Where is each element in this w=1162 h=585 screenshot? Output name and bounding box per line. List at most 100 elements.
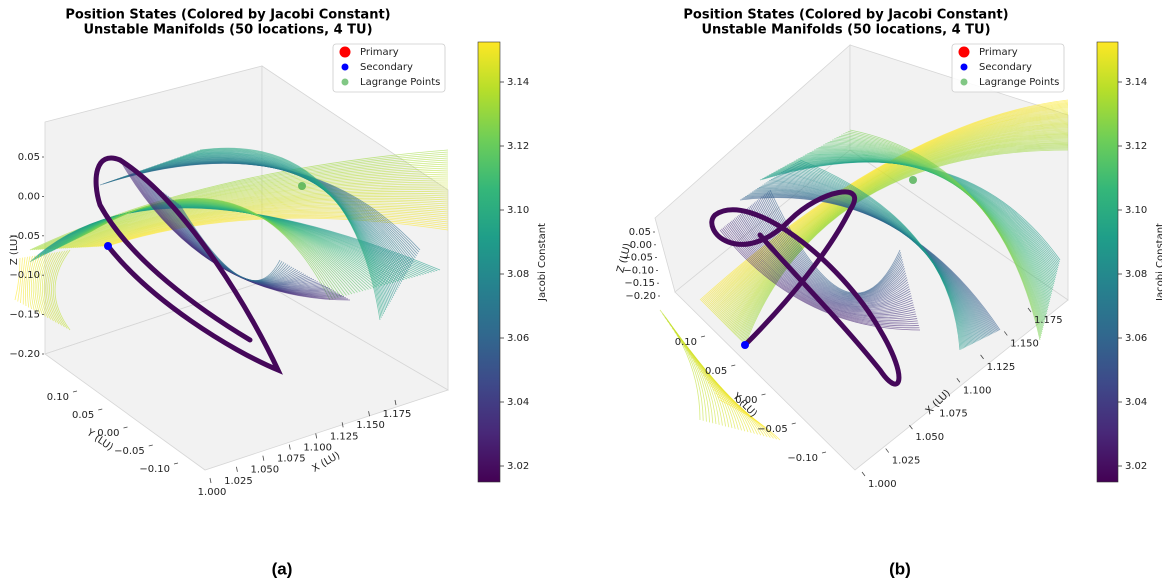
manifold-trajectory — [769, 189, 901, 294]
manifold-trajectory — [25, 256, 31, 307]
manifold-trajectory — [57, 177, 449, 249]
tick-mark — [731, 364, 736, 367]
manifold-trajectory — [849, 129, 1041, 341]
manifold-trajectory — [761, 196, 904, 298]
manifold-trajectory — [17, 257, 23, 302]
manifold-trajectory — [47, 251, 61, 325]
manifold-trajectory — [735, 139, 1069, 337]
manifold-trajectory — [734, 138, 1069, 336]
x-tick-label: 1.075 — [939, 409, 968, 420]
colorbar-tick-label: 3.12 — [1125, 141, 1147, 152]
legend-marker — [960, 78, 968, 86]
manifold-trajectory — [791, 165, 967, 348]
manifold-trajectory — [80, 199, 449, 248]
x-tick-label: 1.025 — [892, 456, 921, 467]
x-tick-label: 1.100 — [303, 442, 332, 453]
chart-title: Position States (Colored by Jacobi Const… — [683, 8, 1008, 23]
tick-mark — [148, 444, 153, 447]
manifold-trajectory — [796, 161, 963, 349]
manifold-trajectory — [713, 115, 1069, 315]
manifold-trajectory — [197, 148, 382, 319]
manifold-trajectory — [731, 135, 1069, 333]
manifold-trajectory — [733, 137, 1069, 335]
manifold-trajectory — [36, 253, 46, 316]
manifold-trajectory — [758, 198, 905, 299]
manifold-trajectory — [32, 254, 41, 313]
x-tick-label: 1.075 — [277, 454, 306, 465]
manifold-trajectory — [722, 227, 919, 327]
manifold-trajectory — [30, 255, 38, 311]
legend-box — [332, 43, 446, 93]
manifold-trajectory — [92, 208, 449, 248]
manifold-trajectory — [34, 254, 43, 314]
tick-mark — [98, 408, 103, 411]
chart-subtitle: Unstable Manifolds (50 locations, 4 TU) — [701, 23, 990, 38]
legend-label: Primary — [979, 47, 1018, 58]
manifold-trajectory — [22, 256, 28, 305]
x-tick-label: 1.150 — [356, 420, 385, 431]
chart-title: Position States (Colored by Jacobi Const… — [65, 8, 390, 23]
manifold-trajectory — [20, 257, 26, 304]
x-tick-label: 1.175 — [383, 409, 412, 420]
panel: 1.0001.0251.0501.0751.1001.1251.1501.175… — [9, 8, 548, 579]
tick-mark — [123, 426, 128, 429]
colorbar-tick-label: 3.04 — [1125, 397, 1147, 408]
periodic-orbit — [709, 189, 902, 387]
manifold-trajectory — [41, 252, 53, 320]
z-tick-label: 0.00 — [18, 191, 40, 202]
manifold-trajectory — [729, 132, 1069, 331]
colorbar — [477, 41, 501, 483]
tick-mark — [980, 354, 984, 360]
manifold-trajectory — [738, 214, 913, 311]
manifold-trajectory — [721, 228, 920, 329]
manifold-trajectory — [732, 136, 1069, 334]
tick-mark — [1027, 307, 1032, 313]
manifold-trajectory — [61, 181, 449, 249]
manifold-trajectory — [719, 121, 1069, 321]
tick-mark — [932, 401, 937, 406]
manifold-trajectory — [38, 253, 48, 317]
colorbar-tick-label: 3.10 — [507, 205, 529, 216]
manifold-trajectory — [799, 159, 961, 351]
manifold-trajectory — [14, 257, 21, 301]
colorbar-tick-label: 3.12 — [507, 141, 529, 152]
manifold-trajectory — [720, 122, 1069, 322]
colorbar-tick-label: 3.02 — [1125, 461, 1147, 472]
manifold-trajectory — [678, 338, 726, 427]
manifold-trajectory — [719, 229, 921, 331]
manifold-trajectory — [723, 226, 919, 325]
manifold-trajectory — [762, 195, 904, 297]
tick-mark — [861, 471, 866, 477]
manifold-trajectory — [718, 120, 1069, 320]
manifold-trajectory — [725, 225, 918, 323]
manifold-trajectory — [55, 175, 449, 250]
manifold-trajectory — [47, 167, 449, 250]
manifold-trajectory — [86, 203, 449, 248]
manifold-trajectory — [54, 249, 71, 331]
colorbar-tick-label: 3.02 — [507, 461, 529, 472]
manifold-trajectory — [721, 124, 1069, 323]
tick-mark — [262, 455, 265, 461]
x-tick-label: 1.150 — [1010, 338, 1039, 349]
manifold-trajectory — [84, 202, 449, 248]
manifold-trajectory — [784, 169, 971, 345]
manifold-trajectory — [719, 399, 781, 441]
z-tick-label: −0.05 — [9, 231, 40, 242]
x-tick-label: 1.000 — [198, 487, 227, 498]
tick-mark — [761, 393, 766, 396]
tick-mark — [368, 411, 370, 417]
manifold-trajectory — [50, 250, 66, 328]
tick-mark — [341, 422, 344, 428]
manifold-trajectory — [704, 105, 1069, 306]
manifold-trajectory — [70, 191, 449, 249]
manifold-trajectory — [756, 200, 906, 300]
manifold-trajectory — [724, 127, 1069, 326]
manifold-trajectory — [66, 187, 449, 249]
tick-mark — [791, 422, 796, 425]
tick-mark — [288, 444, 291, 450]
manifold-trajectory — [188, 150, 385, 313]
tick-mark — [956, 378, 961, 383]
y-tick-label: 0.05 — [705, 366, 727, 377]
manifold-trajectory — [52, 250, 68, 329]
manifold-trajectory — [82, 200, 449, 248]
